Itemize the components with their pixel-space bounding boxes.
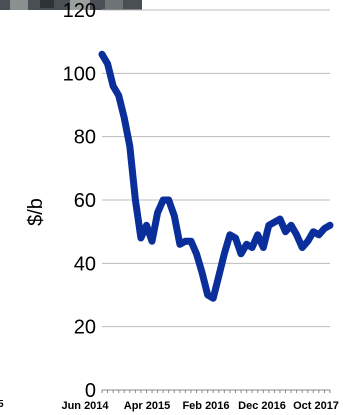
left-edge-fragment: 5	[0, 399, 4, 410]
y-tick-labels: 0 20 40 60 80 100 120	[63, 0, 96, 402]
gridlines	[102, 9, 330, 328]
y-tick-label: 20	[74, 317, 96, 339]
y-axis-label: $/b	[25, 198, 47, 226]
x-tick-label: Apr 2015	[124, 400, 170, 412]
y-tick-label: 40	[74, 253, 96, 275]
y-tick-label: 100	[63, 63, 96, 85]
y-tick-label: 0	[85, 380, 96, 402]
x-tick-label: Oct 2017	[293, 400, 339, 412]
x-tick-label: Feb 2016	[182, 400, 229, 412]
x-tick-label: Jun 2014	[61, 400, 109, 412]
y-tick-label: 60	[74, 190, 96, 212]
y-tick-label: 80	[74, 127, 96, 149]
x-tick-label: Dec 2016	[238, 400, 286, 412]
y-tick-label: 120	[63, 0, 96, 22]
x-axis	[101, 389, 331, 393]
x-tick-labels: Jun 2014 Apr 2015 Feb 2016 Dec 2016 Oct 2017	[61, 400, 338, 412]
series-line	[98, 50, 334, 302]
photo-fragment-strip	[0, 0, 142, 10]
